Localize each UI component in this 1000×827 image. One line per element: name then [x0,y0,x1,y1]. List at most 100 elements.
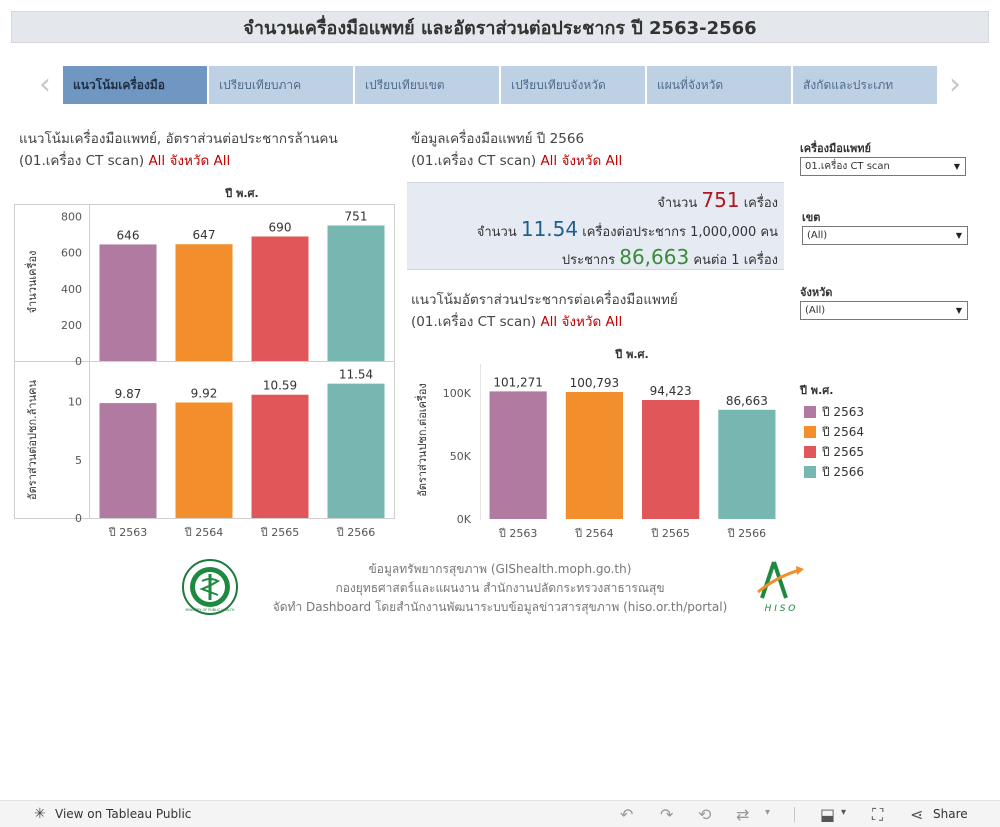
chevron-left-icon[interactable]: ‹ [39,67,51,102]
rate-chart-ytick: 10 [68,396,82,409]
trend-title-filter: All จังหวัด All [540,314,623,330]
chevron-down-icon[interactable]: ▾ [841,807,847,818]
chevron-right-icon[interactable]: › [949,67,961,102]
legend-item[interactable]: ปี 2563 [804,402,864,422]
left-top-ylabel: จำนวนเครื่อง [24,251,39,314]
rate-chart-data-label: 11.54 [339,368,373,382]
fullscreen-icon[interactable]: ⛶ [872,805,884,824]
rate-chart-ytick: 5 [75,454,82,467]
filter-device-label: เครื่องมือแพทย์ [800,142,871,155]
filter-region-select[interactable]: (All) ▼ [802,226,968,245]
summary-ratio-suffix: เครื่องต่อประชากร 1,000,000 คน [582,225,778,240]
caret-down-icon: ▼ [953,162,960,171]
tab-label: แผนที่จังหวัด [657,77,724,92]
tab-compare-zone[interactable]: เปรียบเทียบเขต [355,66,499,104]
rate-chart-xtick: ปี 2566 [336,526,376,539]
summary-ratio-value: 11.54 [520,217,579,241]
dashboard-title: จำนวนเครื่องมือแพทย์ และอัตราส่วนต่อประช… [11,11,989,43]
view-on-tableau-link[interactable]: View on Tableau Public [55,807,192,821]
summary-pop-prefix: ประชากร [561,253,616,268]
hiso-logo-text: H I S O [765,604,796,614]
left-chart-title: แนวโน้มเครื่องมือแพทย์, อัตราส่วนต่อประช… [19,128,399,172]
legend-swatch [804,426,816,438]
left-title-device: (01.เครื่อง CT scan) [19,153,145,169]
trend-chart-bar[interactable] [489,391,547,519]
info-title-filter: All จังหวัด All [540,153,623,169]
info-title-line1: ข้อมูลเครื่องมือแพทย์ ปี 2566 [411,131,585,147]
tab-province-map[interactable]: แผนที่จังหวัด [647,66,791,104]
tab-trend[interactable]: แนวโน้มเครื่องมือ [63,66,207,104]
legend-label: ปี 2565 [822,444,864,459]
trend-chart-xtick: ปี 2564 [574,527,614,540]
rate-chart-data-label: 10.59 [263,379,297,393]
legend-label: ปี 2566 [822,464,864,479]
tab-affiliation-type[interactable]: สังกัดและประเภท [793,66,937,104]
rate-chart-xtick: ปี 2564 [184,526,224,539]
caret-down-icon: ▼ [955,231,962,240]
trend-chart-bar[interactable] [718,409,776,519]
legend-item[interactable]: ปี 2566 [804,462,864,482]
trend-title-line1: แนวโน้มอัตราส่วนประชากรต่อเครื่องมือแพทย… [411,292,678,308]
filter-province-select[interactable]: (All) ▼ [800,301,968,320]
revert-icon[interactable]: ⟲ [698,805,712,824]
trend-chart-data-label: 101,271 [493,375,543,389]
tab-label: เปรียบเทียบภาค [219,77,302,92]
share-button[interactable]: Share [933,807,968,821]
trend-chart-data-label: 94,423 [650,384,692,398]
rate-chart-bar[interactable] [175,402,233,518]
trend-chart-xtick: ปี 2563 [498,527,538,540]
summary-ratio: จำนวน 11.54 เครื่องต่อประชากร 1,000,000 … [477,217,778,242]
legend-item[interactable]: ปี 2565 [804,442,864,462]
rate-chart-bar[interactable] [251,394,309,518]
summary-pop-suffix: คนต่อ 1 เครื่อง [693,253,778,268]
legend-label: ปี 2564 [822,424,864,439]
download-icon[interactable]: ⬓ [820,805,836,824]
chevron-down-icon[interactable]: ▾ [765,807,771,818]
footer-credits: ข้อมูลทรัพยากรสุขภาพ (GIShealth.moph.go.… [250,560,750,617]
summary-pop-value: 86,663 [619,245,690,269]
undo-icon[interactable]: ↶ [620,805,634,824]
trend-chart-data-label: 86,663 [726,394,768,408]
filter-province-value: (All) [805,305,826,316]
summary-population: ประชากร 86,663 คนต่อ 1 เครื่อง [562,245,778,270]
share-icon[interactable]: ⋖ [910,805,924,824]
trend-chart-bar[interactable] [565,391,623,519]
tab-label: สังกัดและประเภท [803,77,894,92]
refresh-icon[interactable]: ⇄ [736,805,750,824]
count-chart-ytick: 200 [61,319,82,332]
left-bottom-ylabel: อัตราส่วนต่อปชก.ล้านคน [26,380,39,500]
trend-chart-xtick: ปี 2565 [650,527,690,540]
count-chart-bar[interactable] [175,244,233,361]
rate-chart-bar[interactable] [99,403,157,518]
tab-compare-region[interactable]: เปรียบเทียบภาค [209,66,353,104]
caret-down-icon: ▼ [955,306,962,315]
hiso-logo: H I S O [757,561,804,614]
filter-province-label: จังหวัด [800,286,833,299]
tableau-public-icon: ✳ [34,806,46,822]
trend-title-device: (01.เครื่อง CT scan) [411,314,537,330]
left-chart-header: ปี พ.ศ. [224,187,258,200]
filter-device-select[interactable]: 01.เครื่อง CT scan ▼ [800,157,966,176]
trend-title: แนวโน้มอัตราส่วนประชากรต่อเครื่องมือแพทย… [411,289,791,333]
count-chart-data-label: 647 [193,228,216,242]
count-chart-bar[interactable] [327,225,385,361]
summary-box: จำนวน 751 เครื่อง จำนวน 11.54 เครื่องต่อ… [407,182,784,270]
filter-region-value: (All) [807,230,828,241]
count-chart-ytick: 0 [75,355,82,368]
filter-region-label: เขต [802,211,821,224]
count-chart-bar[interactable] [99,244,157,361]
redo-icon[interactable]: ↷ [660,805,674,824]
summary-count-prefix: จำนวน [657,196,698,211]
tab-compare-province[interactable]: เปรียบเทียบจังหวัด [501,66,645,104]
legend-title: ปี พ.ศ. [800,384,834,397]
count-chart-bar[interactable] [251,236,309,361]
count-chart-data-label: 646 [117,228,140,242]
trend-chart: ปี พ.ศ. 0K 50K 100K 101,271 100,793 94,423 86… [414,348,776,540]
trend-chart-bar[interactable] [642,400,700,519]
legend-swatch [804,446,816,458]
rate-chart-bar[interactable] [327,383,385,518]
toolbar-divider [794,807,795,822]
legend-item[interactable]: ปี 2564 [804,422,864,442]
tab-label: แนวโน้มเครื่องมือ [73,77,165,92]
